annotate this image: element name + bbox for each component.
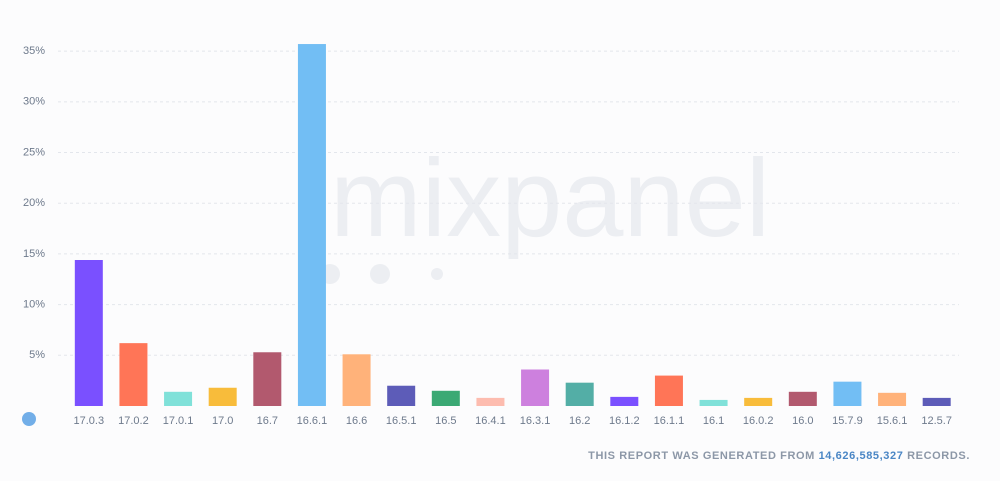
x-tick-label: 16.0	[792, 415, 813, 427]
bar	[922, 397, 951, 406]
footer-records: 14,626,585,327	[819, 450, 904, 462]
x-tick-label: 16.5.1	[386, 415, 417, 427]
x-tick-label: 16.7	[257, 415, 278, 427]
footer: THIS REPORT WAS GENERATED FROM 14,626,58…	[588, 450, 970, 462]
x-tick-label: 15.6.1	[877, 415, 908, 427]
bar	[476, 397, 505, 406]
y-tick-label: 35%	[23, 45, 45, 57]
x-tick-label: 16.2	[569, 415, 590, 427]
x-tick-label: 15.7.9	[832, 415, 863, 427]
y-tick-label: 20%	[23, 197, 45, 209]
watermark: mixpanel	[330, 137, 770, 260]
bar	[788, 391, 817, 406]
x-tick-label: 17.0	[212, 415, 233, 427]
bar	[253, 352, 282, 406]
x-tick-label: 16.5	[435, 415, 456, 427]
footer-suffix: RECORDS.	[907, 450, 970, 462]
bar	[654, 375, 683, 406]
x-tick-label: 16.0.2	[743, 415, 774, 427]
indicator-dot	[22, 412, 36, 426]
x-tick-label: 16.1	[703, 415, 724, 427]
bar	[387, 385, 416, 406]
x-tick-label: 17.0.2	[118, 415, 149, 427]
x-tick-label: 12.5.7	[921, 415, 952, 427]
y-tick-label: 10%	[23, 299, 45, 311]
y-tick-label: 25%	[23, 146, 45, 158]
bar	[164, 391, 193, 406]
x-tick-label: 16.4.1	[475, 415, 506, 427]
bar	[565, 382, 594, 406]
y-tick-label: 30%	[23, 96, 45, 108]
watermark-dot	[431, 268, 443, 280]
x-tick-label: 16.6	[346, 415, 367, 427]
bar	[744, 397, 773, 406]
x-tick-label: 17.0.3	[74, 415, 105, 427]
y-tick-label: 5%	[29, 349, 45, 361]
bar	[119, 343, 148, 406]
x-tick-label: 17.0.1	[163, 415, 194, 427]
bar	[342, 354, 371, 406]
x-tick-label: 16.6.1	[297, 415, 328, 427]
bar	[431, 390, 460, 406]
bar	[521, 369, 550, 406]
bar	[833, 381, 862, 406]
bar	[699, 399, 728, 406]
x-tick-label: 16.1.1	[654, 415, 685, 427]
bar	[208, 387, 237, 406]
bar	[297, 44, 326, 407]
y-tick-label: 15%	[23, 248, 45, 260]
x-tick-label: 16.1.2	[609, 415, 640, 427]
bar	[610, 396, 639, 406]
bar	[878, 392, 907, 406]
watermark-dot	[370, 264, 390, 284]
bar	[74, 260, 103, 406]
footer-prefix: THIS REPORT WAS GENERATED FROM	[588, 450, 815, 462]
x-tick-label: 16.3.1	[520, 415, 551, 427]
